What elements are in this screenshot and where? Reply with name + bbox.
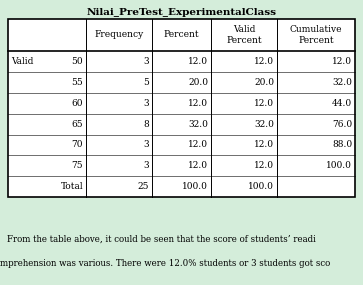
Text: 12.0: 12.0: [254, 99, 274, 108]
Text: 70: 70: [72, 141, 83, 149]
Text: 65: 65: [72, 120, 83, 129]
Text: Valid
Percent: Valid Percent: [226, 25, 262, 45]
Text: 75: 75: [72, 161, 83, 170]
Text: Cumulative
Percent: Cumulative Percent: [290, 25, 342, 45]
Text: 100.0: 100.0: [326, 161, 352, 170]
Text: 12.0: 12.0: [254, 141, 274, 149]
Text: Frequency: Frequency: [94, 30, 143, 39]
Text: Percent: Percent: [164, 30, 199, 39]
Text: 32.0: 32.0: [254, 120, 274, 129]
Text: 50: 50: [72, 57, 83, 66]
Text: mprehension was various. There were 12.0% students or 3 students got sco: mprehension was various. There were 12.0…: [0, 259, 330, 268]
Text: 3: 3: [143, 141, 149, 149]
Text: 8: 8: [143, 120, 149, 129]
Text: 20.0: 20.0: [188, 78, 208, 87]
Text: 32.0: 32.0: [188, 120, 208, 129]
Text: 12.0: 12.0: [254, 57, 274, 66]
Text: 12.0: 12.0: [332, 57, 352, 66]
Text: 3: 3: [143, 99, 149, 108]
Text: 44.0: 44.0: [332, 99, 352, 108]
Text: Nilai_PreTest_ExperimentalClass: Nilai_PreTest_ExperimentalClass: [86, 8, 277, 17]
Text: From the table above, it could be seen that the score of students’ readi: From the table above, it could be seen t…: [7, 235, 316, 244]
Text: 20.0: 20.0: [254, 78, 274, 87]
Text: Valid: Valid: [11, 57, 33, 66]
Text: 12.0: 12.0: [188, 99, 208, 108]
Text: 60: 60: [72, 99, 83, 108]
Text: 100.0: 100.0: [182, 182, 208, 191]
Text: 88.0: 88.0: [332, 141, 352, 149]
Text: 25: 25: [138, 182, 149, 191]
Text: 12.0: 12.0: [188, 57, 208, 66]
Text: 5: 5: [143, 78, 149, 87]
Text: 55: 55: [71, 78, 83, 87]
Text: 12.0: 12.0: [254, 161, 274, 170]
Text: 3: 3: [143, 161, 149, 170]
Text: 12.0: 12.0: [188, 141, 208, 149]
Text: Total: Total: [60, 182, 83, 191]
Text: 12.0: 12.0: [188, 161, 208, 170]
Text: 100.0: 100.0: [248, 182, 274, 191]
Bar: [8, 19, 355, 197]
Text: 32.0: 32.0: [332, 78, 352, 87]
Text: 3: 3: [143, 57, 149, 66]
Text: 76.0: 76.0: [332, 120, 352, 129]
